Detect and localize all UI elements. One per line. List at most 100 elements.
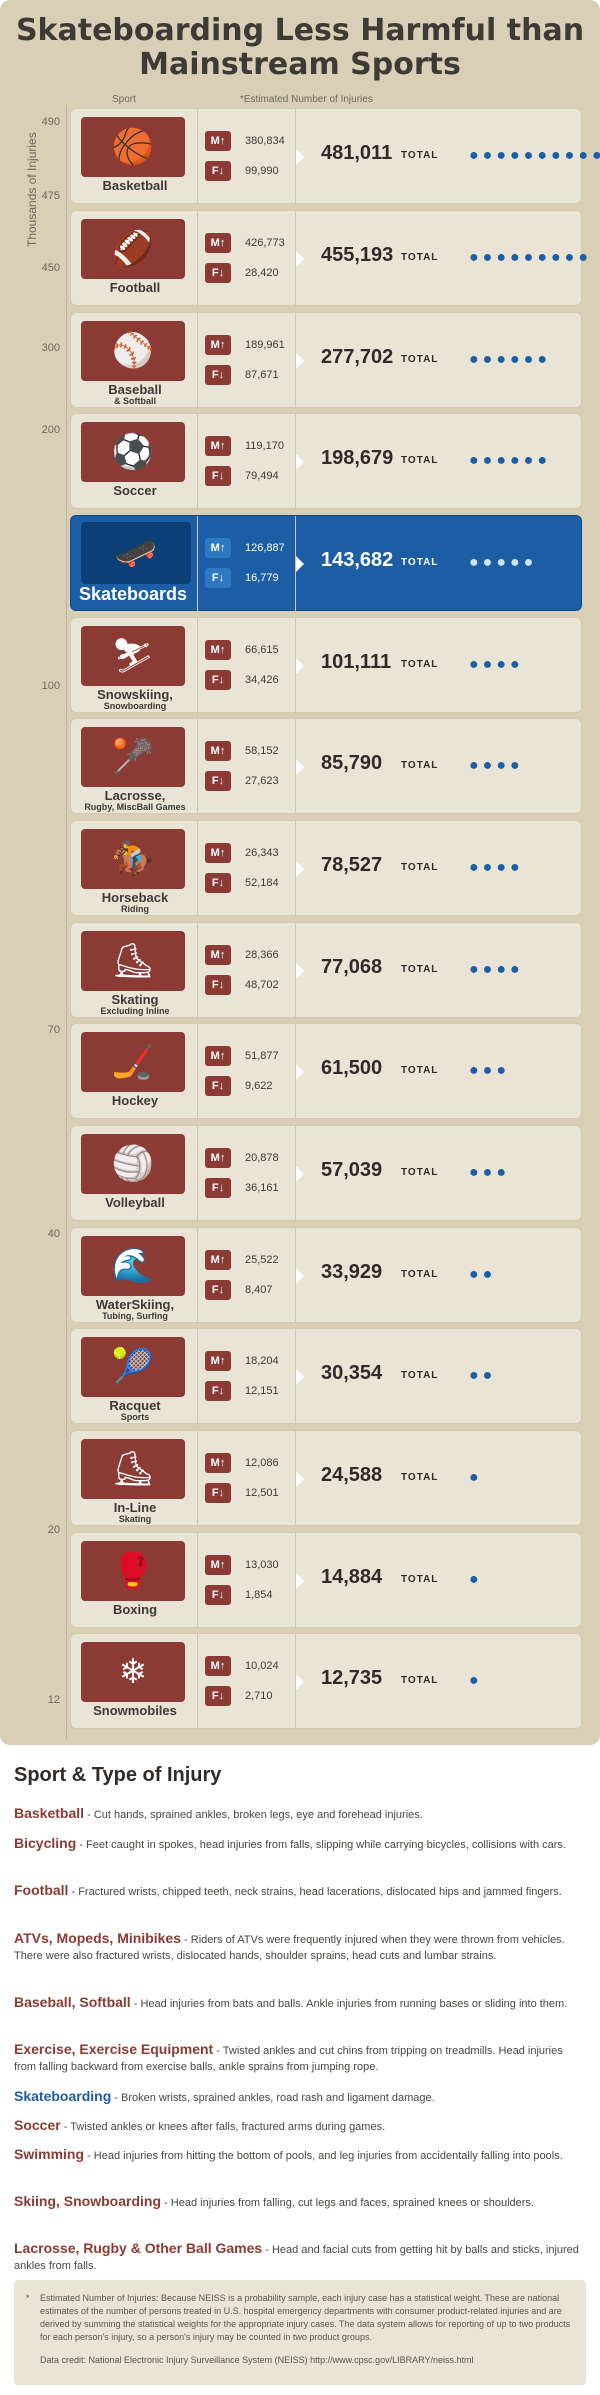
injury-description: - Cut hands, sprained ankles, broken leg…: [84, 1809, 423, 1821]
total-injuries: 198,679: [321, 447, 394, 469]
sport-subtitle: Skating: [118, 1514, 152, 1524]
female-marker-icon: F↓: [205, 1076, 231, 1096]
total-injuries: 24,588: [321, 1464, 383, 1486]
divider: [197, 516, 198, 612]
sport-name: Football: [75, 281, 195, 294]
divider: [295, 1024, 296, 1120]
divider: [197, 1126, 198, 1222]
sport-name: Snowskiing, Snowboarding: [75, 688, 195, 711]
male-injuries: 426,773: [245, 237, 285, 249]
divider: [197, 1634, 198, 1730]
injury-sport: Football: [14, 1882, 69, 1898]
male-marker-icon: M↑: [205, 1453, 231, 1473]
sport-name-text: Football: [109, 280, 161, 295]
male-injuries: 189,961: [245, 339, 285, 351]
injury-item: Lacrosse, Rugby & Other Ball Games - Hea…: [14, 2240, 579, 2274]
sport-glyph: 🏈: [111, 230, 155, 268]
divider: [295, 923, 296, 1019]
female-marker-icon: F↓: [205, 1280, 231, 1300]
injury-description: - Broken wrists, sprained ankles, road r…: [111, 2092, 435, 2104]
sport-glyph: ⚽: [111, 433, 155, 471]
sport-pictogram-icon: 🎾: [81, 1337, 185, 1397]
arrow-right-icon: [296, 1369, 304, 1385]
sport-row: ⛷ Snowskiing, Snowboarding M↑ 66,615 F↓ 34,426…: [70, 617, 582, 714]
axis-tick: 70: [47, 1024, 60, 1036]
injury-sport: ATVs, Mopeds, Minibikes: [14, 1930, 181, 1946]
female-injuries: 1,854: [245, 1589, 273, 1601]
arrow-right-icon: [296, 1064, 304, 1080]
total-label: TOTAL: [401, 964, 439, 975]
male-injuries: 380,834: [245, 135, 285, 147]
total-injuries: 143,682: [321, 549, 394, 571]
divider: [295, 313, 296, 409]
injury-description: - Fractured wrists, chipped teeth, neck …: [68, 1886, 562, 1898]
sport-pictogram-icon: 🏇: [81, 829, 185, 889]
arrow-right-icon: [296, 759, 304, 775]
sport-name-text: WaterSkiing,: [95, 1297, 175, 1312]
total-label: TOTAL: [401, 1370, 439, 1381]
sport-name-text: Horseback: [101, 890, 169, 905]
sport-pictogram-icon: 🛹: [81, 522, 191, 584]
injury-description: - Head and facial cuts from getting hit …: [14, 2244, 579, 2272]
sport-subtitle: Snowboarding: [103, 701, 167, 711]
injury-sport: Bicycling: [14, 1835, 77, 1851]
footnote-box: * Estimated Number of Injuries: Because …: [14, 2280, 586, 2385]
male-injuries: 10,024: [245, 1660, 279, 1672]
sport-name: Skateboards: [73, 585, 193, 603]
data-credit: Data credit: National Electronic Injury …: [40, 2355, 474, 2365]
injury-description: - Feet caught in spokes, head injuries f…: [76, 1839, 566, 1851]
arrow-right-icon: [296, 556, 304, 572]
total-injuries: 277,702: [321, 346, 394, 368]
male-marker-icon: M↑: [205, 1555, 231, 1575]
sport-row: ⛸ In-Line Skating M↑ 12,086 F↓ 12,501 24,588 TOT…: [70, 1430, 582, 1527]
total-injuries: 61,500: [321, 1057, 383, 1079]
divider: [295, 618, 296, 714]
injury-sport: Skateboarding: [14, 2088, 112, 2104]
total-injuries: 14,884: [321, 1566, 383, 1588]
total-label: TOTAL: [401, 1065, 439, 1076]
female-injuries: 8,407: [245, 1284, 273, 1296]
total-label: TOTAL: [401, 150, 439, 161]
sport-name-text: Soccer: [113, 483, 157, 498]
axis-tick: 490: [41, 116, 60, 128]
sport-name-text: Lacrosse,: [104, 788, 166, 803]
sport-pictogram-icon: 🏀: [81, 117, 185, 177]
sport-pictogram-icon: ⚾: [81, 321, 185, 381]
axis-line: [66, 105, 67, 1740]
male-injuries: 26,343: [245, 847, 279, 859]
female-injuries: 34,426: [245, 674, 279, 686]
divider: [295, 109, 296, 205]
sport-row: ⛸ Skating Excluding Inline M↑ 28,366 F↓ 48,702…: [70, 922, 582, 1019]
sport-row: ❄ Snowmobiles M↑ 10,024 F↓ 2,710 12,735 TOTAL ●: [70, 1633, 582, 1730]
total-label: TOTAL: [401, 1167, 439, 1178]
sport-row: 🥍 Lacrosse, Rugby, MiscBall Games M↑ 58,152 F…: [70, 718, 582, 815]
arrow-right-icon: [296, 1674, 304, 1690]
sport-name: WaterSkiing, Tubing, Surfing: [75, 1298, 195, 1321]
injury-sport: Baseball, Softball: [14, 1994, 131, 2010]
male-marker-icon: M↑: [205, 741, 231, 761]
sport-name: Skating Excluding Inline: [75, 993, 195, 1016]
total-injuries: 481,011: [321, 142, 393, 164]
sport-row: 🏈 Football M↑ 426,773 F↓ 28,420 455,193 TOTAL ●●…: [70, 210, 588, 307]
sport-pictogram-icon: ⛷: [81, 626, 185, 686]
divider: [295, 516, 296, 612]
male-marker-icon: M↑: [205, 1148, 231, 1168]
sport-subtitle: & Softball: [114, 396, 156, 406]
sport-name-text: Snowskiing,: [97, 687, 173, 702]
total-injuries: 77,068: [321, 956, 383, 978]
divider: [295, 1634, 296, 1730]
female-marker-icon: F↓: [205, 1483, 231, 1503]
injury-dots: ●●●●: [469, 656, 524, 673]
total-injuries: 78,527: [321, 854, 383, 876]
sport-name-text: Skating: [111, 992, 159, 1007]
sport-name: Hockey: [75, 1094, 195, 1107]
sport-pictogram-icon: 🏈: [81, 219, 185, 279]
divider: [197, 618, 198, 714]
sport-pictogram-icon: 🏐: [81, 1134, 185, 1194]
female-injuries: 12,151: [245, 1385, 279, 1397]
female-injuries: 27,623: [245, 775, 279, 787]
arrow-right-icon: [296, 861, 304, 877]
sport-subtitle: Tubing, Surfing: [102, 1311, 168, 1321]
total-label: TOTAL: [401, 862, 439, 873]
injury-dots: ●●●●: [469, 757, 524, 774]
